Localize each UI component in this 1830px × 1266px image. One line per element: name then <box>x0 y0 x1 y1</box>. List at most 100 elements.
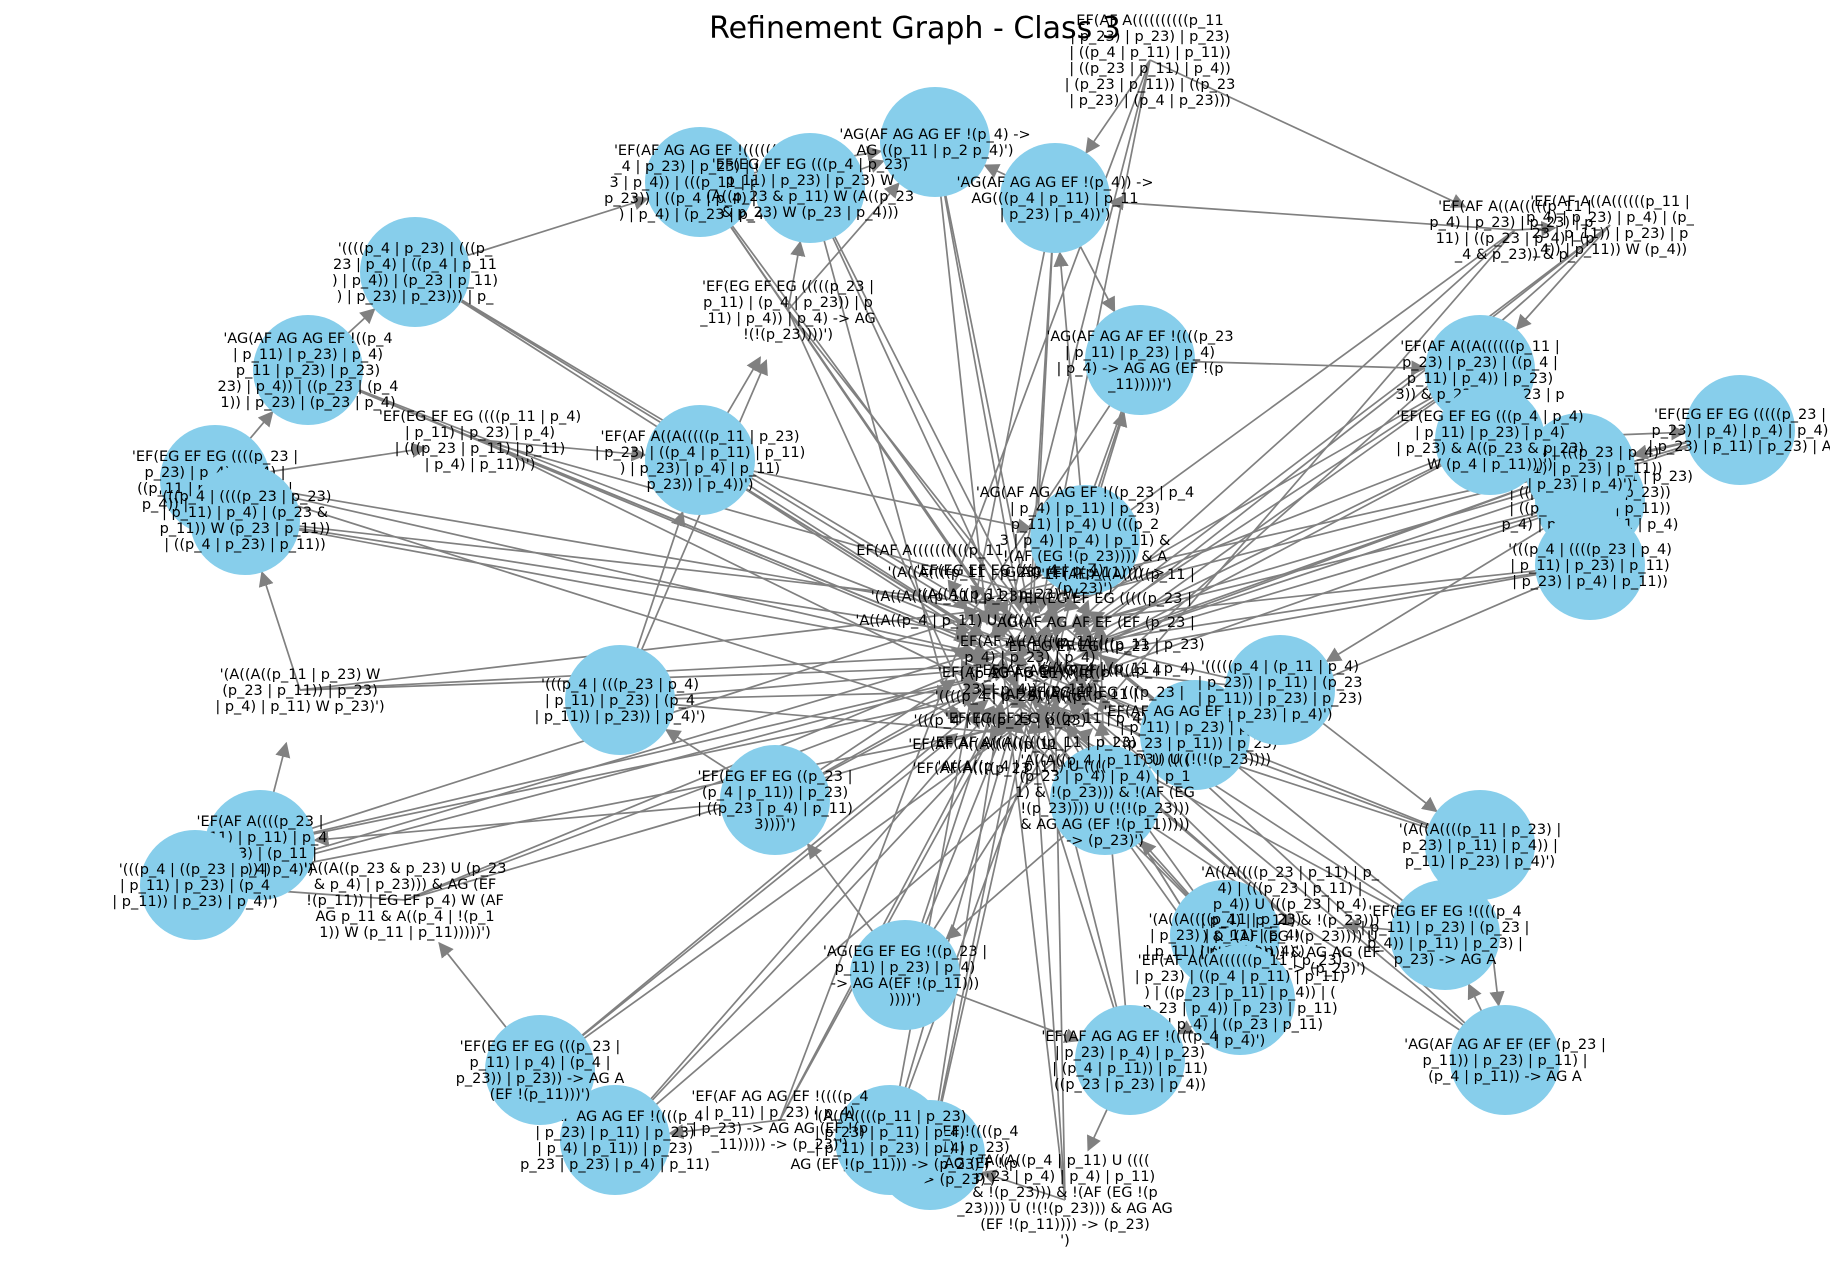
node-label-line: p_23) -> AG A <box>1394 952 1497 968</box>
node-circle <box>485 1015 595 1125</box>
graph-node: '(A((A((((p_11 | p_23) |p_23) | p_11) | … <box>1399 790 1562 900</box>
edge-n4-hub <box>809 187 1009 617</box>
hub-overlap-label: 'EF(AF A((A((((((p_11 | <box>908 737 1068 753</box>
edge-n37-hub-0 <box>995 657 1066 1201</box>
graph-node: '(A((A((p_11 | p_23) W(p_23 | p_11)) | p… <box>215 667 384 715</box>
node-label-line: | ((p_23 | p_4) | p_11) <box>697 801 853 817</box>
graph-node: 'AG(AF AG AG EF !(p_4) ->AG ((p_11 | p_2… <box>839 87 1031 197</box>
node-label-line: ))))') <box>889 992 921 1008</box>
edge-n20-hub-1 <box>194 623 1068 886</box>
node-label-line: AG (EF !(p_11))) -> (p_23)') <box>790 1157 989 1173</box>
node-label-line: p_4) | p_23) | p_4) | (p_ <box>1526 210 1694 226</box>
edge-n29-n42 <box>479 439 647 462</box>
node-label-line: ) | p_4)) | (p_23 | p_11) <box>332 273 498 289</box>
node-label-line: '(((p_4 | ((p_23 | p_4) <box>119 862 271 878</box>
node-label-line: '(A((A((((p_11 | p_23) | <box>1399 822 1562 838</box>
hub-overlap-label: '(((((p_4 | (p_11 | p_4) <box>1037 661 1195 677</box>
node-label-line: (EF !(p_11)))') <box>490 1087 591 1103</box>
node-label-line: p_4)) | p_11) | p_23) | <box>1367 936 1523 952</box>
node-label-line: | p_23) | p_23) | p_23) <box>1070 29 1229 45</box>
node-label-line: | p_11) | p_23) | p_11) <box>1510 558 1669 574</box>
node-label-line: | p_11) | p_23) | p_4) <box>705 1105 855 1121</box>
node-label-line: !(p_23)))) U (!(!(p_23))) <box>1020 801 1189 817</box>
node-label-line: ) & !(AF (EG !(p_23)))) U <box>1202 929 1377 945</box>
graph-node: 'AG(AF AG AG EF !((p_23 | p_4| p_4) | p_… <box>976 485 1194 597</box>
node-circle <box>1425 790 1535 900</box>
graph-node: 'A((A((p_4 | p_11) U ((((p_23 | p_4) | p… <box>956 1153 1173 1249</box>
node-label-line: | p_11) | p_23) | (p_4 <box>120 878 270 894</box>
node-label-line: 'EF(AF A((A((((((p_11 | p_23) <box>1138 953 1343 969</box>
edge-n20-hub-0 <box>194 721 1015 886</box>
node-label-line: 1) & !(p_23))) & !(AF (EG <box>1015 785 1195 801</box>
graph-node: 'EF(EG EF EG ((((p_11 | p_4)| p_11) | p_… <box>379 409 581 473</box>
node-label-line: p_11) | p_4) | (p_4 | <box>470 1055 611 1071</box>
node-label-line: _11) | p_4)) | p_4) -> AG <box>699 311 875 327</box>
edge-n43-hub <box>539 699 989 1071</box>
node-circle <box>253 315 363 425</box>
node-label-line: 3))))') <box>754 817 796 833</box>
hub-overlap-label: '(((p_4 | ((((p_23 | p_23) <box>914 713 1087 729</box>
node-label-line: '(A((A((((p_11 | p_23) <box>1149 912 1302 928</box>
node-label-line: AG(((p_4 | p_11) | p_11 <box>971 191 1138 207</box>
graph-node: 'AG(AF AG AG EF !((p_4| p_11) | p_23) | … <box>218 315 398 425</box>
node-label-line: '(A((A((((p_11 | p_23) <box>814 1109 967 1125</box>
node-label-line: 'EF(AF A((A(((((p_11 | p_23) <box>600 429 799 445</box>
edge-n10-hub-1 <box>214 479 1018 623</box>
node-label-line: 'A((A((p_4 | p_11) U (((( <box>980 1153 1149 1169</box>
node-label-line: 'EF(AF A((A(((((p_11 | <box>1438 199 1592 215</box>
node-label-line: 3 | p_4)) | (((p_11 | p_11) <box>610 175 791 191</box>
node-label-line: 3 | p_4) | p_4) | p_11) & <box>1000 533 1171 549</box>
graph-node: 'EF(AF AG AG EF !((((p_4| p_23) | p_4) |… <box>1041 1005 1219 1115</box>
node-label-line: 'EF(AF A((A((((((p_11 | <box>1400 339 1560 355</box>
node-label-line: | p_23) | p_4)') <box>1227 707 1332 723</box>
node-label-line: 'EF(EG EF EG ((((p_23 | <box>132 449 298 465</box>
edge-n41-hub <box>1078 439 1491 642</box>
edge-n12-hub <box>1081 499 1591 653</box>
hub-overlap-label: 'EF(AF A((A((((((p_11 | p_23) <box>932 735 1137 751</box>
graph-node: 'EF(AF AG AG EF !(((((p_4| p_11) | p_23)… <box>1104 680 1286 790</box>
hub-overlap-label: 'EF(AF AG AG EF !((((((p <box>938 665 1110 681</box>
node-label-line: (EF !(p_11)))) -> (p_23) <box>980 1217 1150 1233</box>
node-label-line: W (p_4 | p_11)))') <box>1427 457 1553 473</box>
node-label-line: | (p_23 | p_11)) | ((p_23 <box>1065 77 1236 93</box>
node-label-line: | (((p_23 | p_11) | p_11) <box>395 441 566 457</box>
edge-n38-hub-0 <box>614 686 1041 1141</box>
node-circle <box>560 1085 670 1195</box>
graph-node: 'EF(AF AG AG EF !((((p_4| p_23) | p_11) … <box>520 1085 710 1195</box>
node-label-line: 'EF(AF AG AG EF !((((p_4 <box>1041 1029 1218 1045</box>
edge-n9-n2 <box>787 182 900 311</box>
node-label-line: p_23 | p_23) | p_4) | p_11) <box>520 1157 710 1173</box>
figure-title: Refinement Graph - Class 3 <box>709 11 1121 46</box>
hub-overlap-label: 'EF(AF A((A((((((p_11 | <box>978 687 1138 703</box>
node-label-line: AG p_11 & A((p_4 | !(p_1 <box>315 909 494 925</box>
node-circle <box>755 133 865 243</box>
node-label-line: G AG (EF !(p_11)))) -> <box>1005 565 1165 581</box>
edge-n36-hub-0 <box>779 628 968 1121</box>
node-label-line: (p_23 | p_11)) | p_23) <box>222 683 378 699</box>
node-label-line: 'EF(EG EF EG ((p_23 | <box>698 769 853 785</box>
node-label-line: | p_11) | p_4) | (p_23 & <box>162 505 328 521</box>
edge-n32-n23 <box>1277 912 1294 927</box>
edge-n42-hub-0 <box>699 459 1029 665</box>
node-label-line: | p_23) | p_11) | p_4) <box>815 1125 965 1141</box>
node-label-line: & !(p_23))) & !(AF (EG !(p <box>972 1185 1157 1201</box>
edge-n5-n25 <box>1514 220 1557 237</box>
edge-n26-hub <box>1082 564 1591 661</box>
node-label-line: 23 | p_11)) | p_23) | p <box>1532 226 1689 242</box>
node-label-line: p_11) | p_4) U (((p_2 <box>1011 517 1159 533</box>
node-label-line: & AG AG (EF !(p_11))))) <box>1020 817 1189 833</box>
hub-overlap-label: 'EF(AF A((((p_23 | <box>913 761 1040 777</box>
node-label-line: !(AF (EG !(p_23)))) & A <box>1003 549 1168 565</box>
node-label-line: 'AG(AF AG AG EF !((p_23 | p_4 <box>976 485 1194 501</box>
node-label-line: 'EF(AF AG AG EF !((((p_4 <box>691 1089 868 1105</box>
node-label-line: | p_23) | p_4) | p_23) <box>1055 1045 1205 1061</box>
edge-n14-hub <box>619 663 977 701</box>
node-circle <box>1435 385 1545 495</box>
node-label-line: | p_11) | p_23) | p_4) <box>233 347 383 363</box>
edge-n10-hub <box>214 479 978 658</box>
graph-node: '(((((p_4 | (p_11 | p_4)| p_23)) | p_11)… <box>1197 635 1363 745</box>
edge-n29-hub-1 <box>479 439 1081 612</box>
hub-overlap-label: EF(AF A((((((((((p_11 <box>856 543 1003 559</box>
node-label-line: 23) | p_4)) | p_11)) <box>962 682 1098 698</box>
graph-node: 'AG(AF AG AF EF (EF (p_23 |p_11)) | p_23… <box>1404 1005 1606 1115</box>
